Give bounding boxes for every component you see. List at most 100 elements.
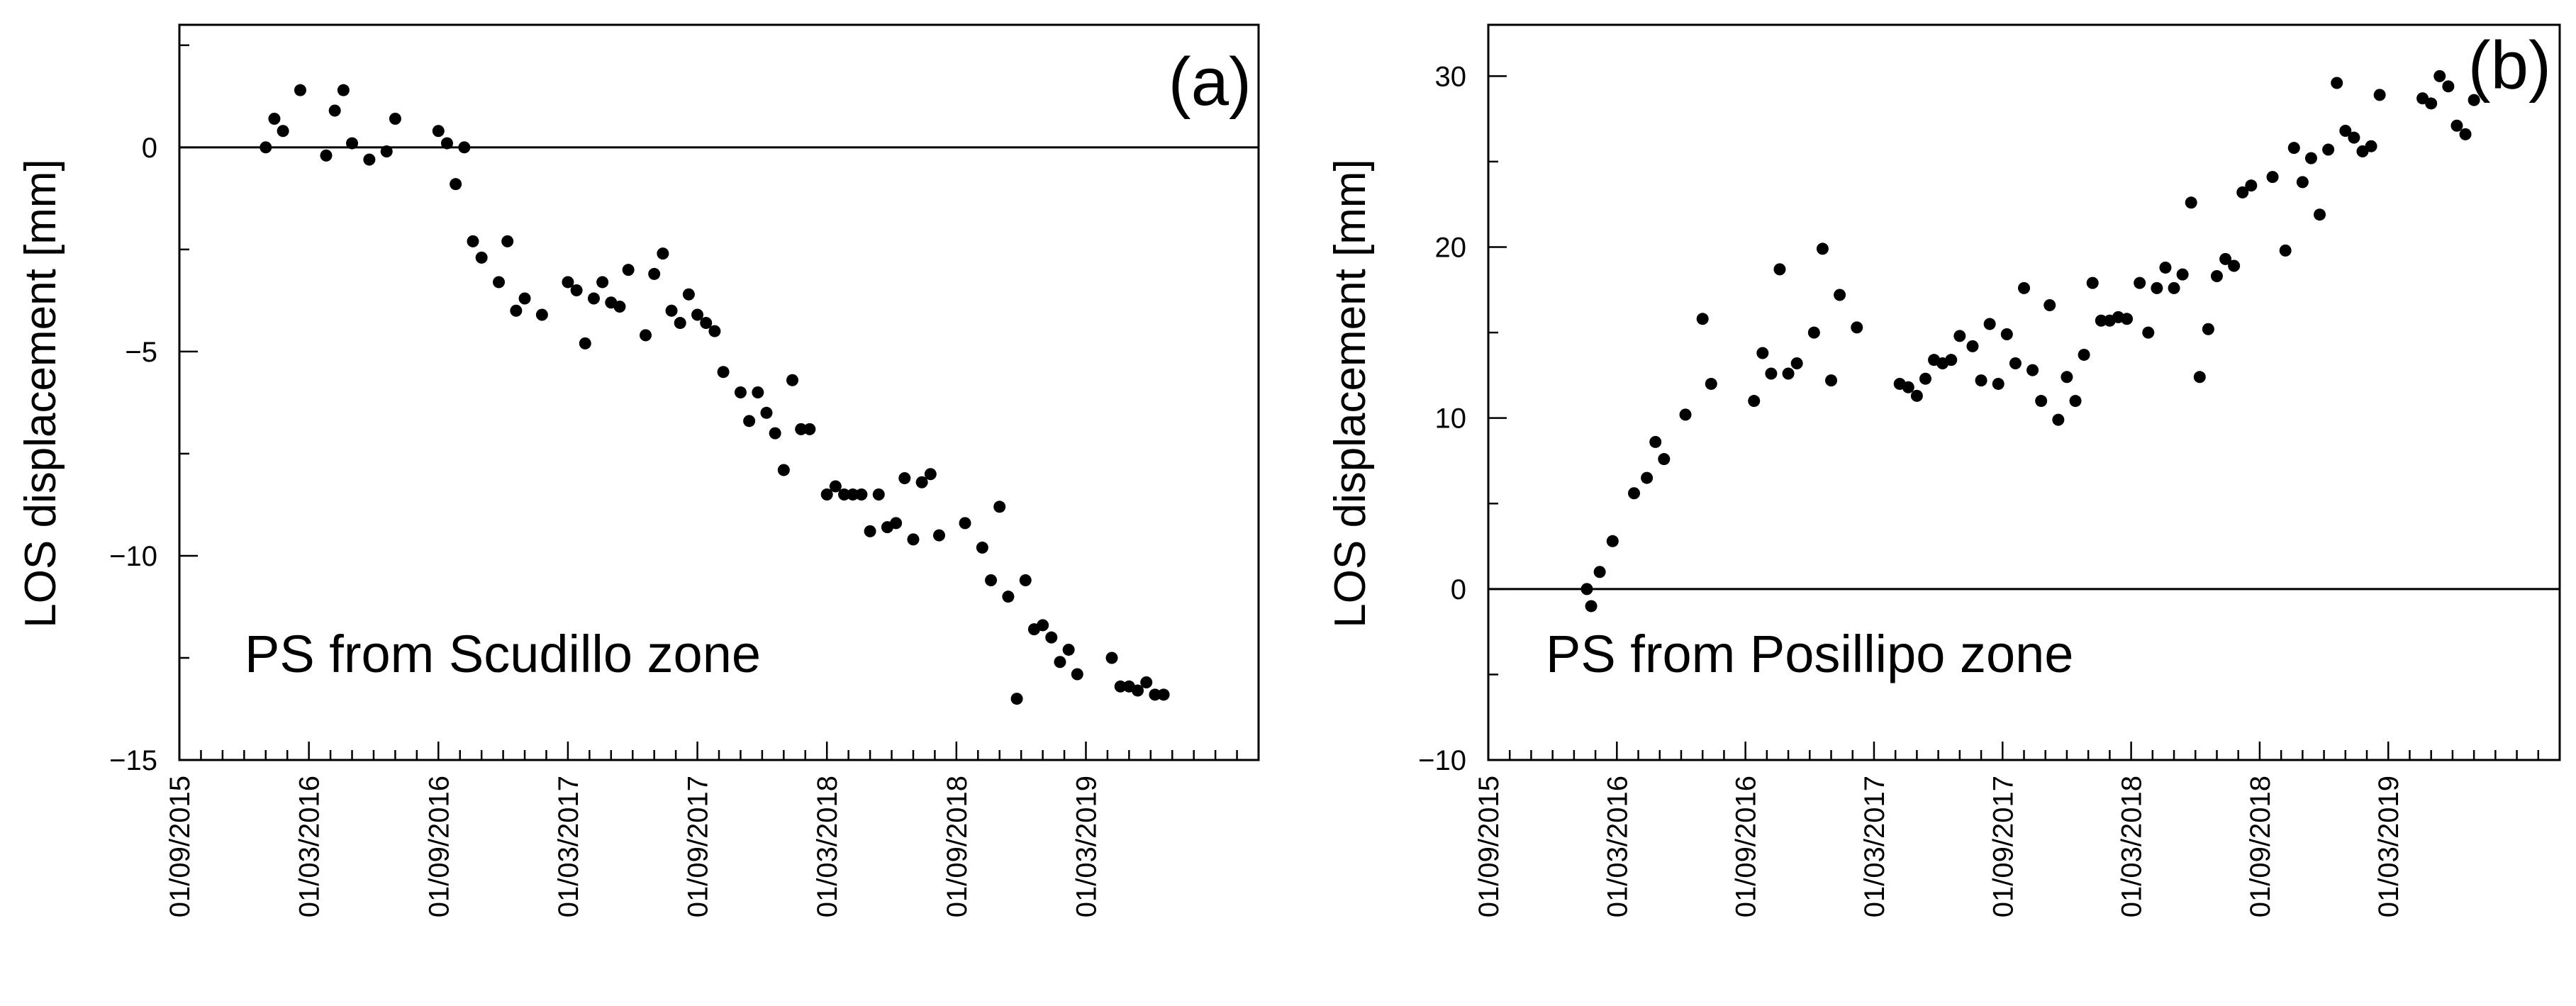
data-point [320, 149, 333, 162]
y-tick-label: 30 [1435, 61, 1467, 92]
data-point [2279, 244, 2292, 257]
data-point [2043, 299, 2056, 312]
data-point [1765, 367, 1778, 380]
panel-a-y-axis-label: LOS displacement [mm] [16, 159, 65, 628]
y-tick-label: −10 [1418, 745, 1466, 776]
data-point [2245, 179, 2258, 192]
data-point [708, 325, 721, 337]
data-point [2193, 371, 2206, 384]
x-tick-label: 01/09/2016 [423, 776, 455, 917]
data-point [1149, 688, 1161, 701]
x-tick-label: 01/03/2019 [1071, 776, 1102, 917]
data-point [1834, 289, 1846, 301]
data-point [1975, 374, 1987, 387]
data-point [2121, 313, 2134, 325]
panel-b-plot-frame [1487, 23, 2561, 761]
y-tick-label: −15 [109, 745, 157, 776]
data-point [985, 574, 998, 587]
data-point [1953, 330, 1966, 342]
data-point [760, 406, 773, 419]
x-tick-label: 01/09/2018 [942, 776, 973, 917]
data-point [1062, 643, 1075, 656]
data-point [2202, 323, 2214, 335]
data-point [734, 386, 747, 398]
y-tick-label: 10 [1435, 403, 1467, 435]
data-point [510, 304, 523, 317]
data-point [2365, 140, 2377, 152]
data-point [1641, 471, 1654, 484]
panel-a-annotation: PS from Scudillo zone [245, 625, 761, 683]
data-point [260, 141, 272, 154]
panel-b-y-axis-label: LOS displacement [mm] [1326, 159, 1375, 628]
data-point [786, 374, 798, 386]
y-tick-label: 0 [142, 133, 157, 164]
data-point [613, 301, 626, 313]
data-point [1585, 600, 1598, 613]
data-point [890, 517, 903, 530]
data-point [2009, 357, 2022, 370]
y-tick-label: 20 [1435, 233, 1467, 264]
data-point [562, 276, 574, 289]
x-tick-label: 01/03/2016 [1602, 776, 1633, 917]
data-point [1580, 583, 1593, 596]
data-point [1627, 487, 1640, 500]
data-point [2035, 395, 2048, 408]
data-point [1790, 357, 1803, 370]
x-tick-label: 01/03/2017 [553, 776, 584, 917]
data-point [648, 267, 661, 280]
data-point [389, 113, 401, 125]
data-point [346, 137, 359, 150]
data-point [1114, 680, 1127, 693]
data-point [467, 235, 479, 247]
data-point [847, 488, 859, 501]
data-point [872, 488, 885, 501]
x-tick-label: 01/03/2018 [812, 776, 843, 917]
data-point [2425, 97, 2438, 110]
data-point [1992, 377, 2005, 390]
data-point [363, 153, 376, 166]
data-point [959, 517, 971, 530]
data-point [2339, 125, 2352, 138]
data-point [294, 84, 306, 96]
y-tick-label: −5 [125, 337, 157, 368]
data-point [915, 476, 928, 488]
data-point [2373, 89, 2386, 101]
data-point [907, 533, 920, 546]
data-point [2228, 259, 2241, 272]
data-point [993, 501, 1006, 513]
data-point [2331, 77, 2343, 89]
panel-b-points [1580, 69, 2480, 613]
data-point [2086, 276, 2099, 289]
data-point [657, 247, 669, 260]
data-point [1945, 354, 1958, 367]
data-point [769, 427, 781, 440]
y-tick-label: −10 [109, 541, 157, 572]
data-point [1825, 374, 1838, 387]
data-point [1756, 347, 1769, 359]
data-point [932, 529, 945, 542]
data-point [777, 464, 790, 476]
data-point [1748, 395, 1761, 408]
data-point [2236, 186, 2249, 199]
data-point [2142, 326, 2155, 339]
data-point [1606, 535, 1619, 547]
panel-a-points [260, 84, 1170, 705]
data-point [2219, 252, 2232, 265]
x-tick-label: 01/09/2017 [683, 776, 714, 917]
data-point [622, 264, 635, 276]
data-point [2151, 281, 2163, 294]
x-tick-label: 01/09/2015 [165, 776, 196, 917]
data-point [2266, 171, 2279, 184]
data-point [2061, 371, 2073, 384]
data-point [2459, 128, 2472, 140]
data-point [2210, 270, 2223, 283]
data-point [2433, 69, 2446, 82]
data-point [587, 292, 600, 305]
data-point [501, 235, 514, 247]
data-point [579, 337, 591, 350]
data-point [1045, 631, 1058, 644]
data-point [838, 488, 851, 501]
data-point [829, 480, 842, 493]
data-point [700, 317, 713, 330]
panel-b-posillipo: LOS displacement [mm] 01/09/2015 01/03/20… [1326, 23, 2561, 917]
